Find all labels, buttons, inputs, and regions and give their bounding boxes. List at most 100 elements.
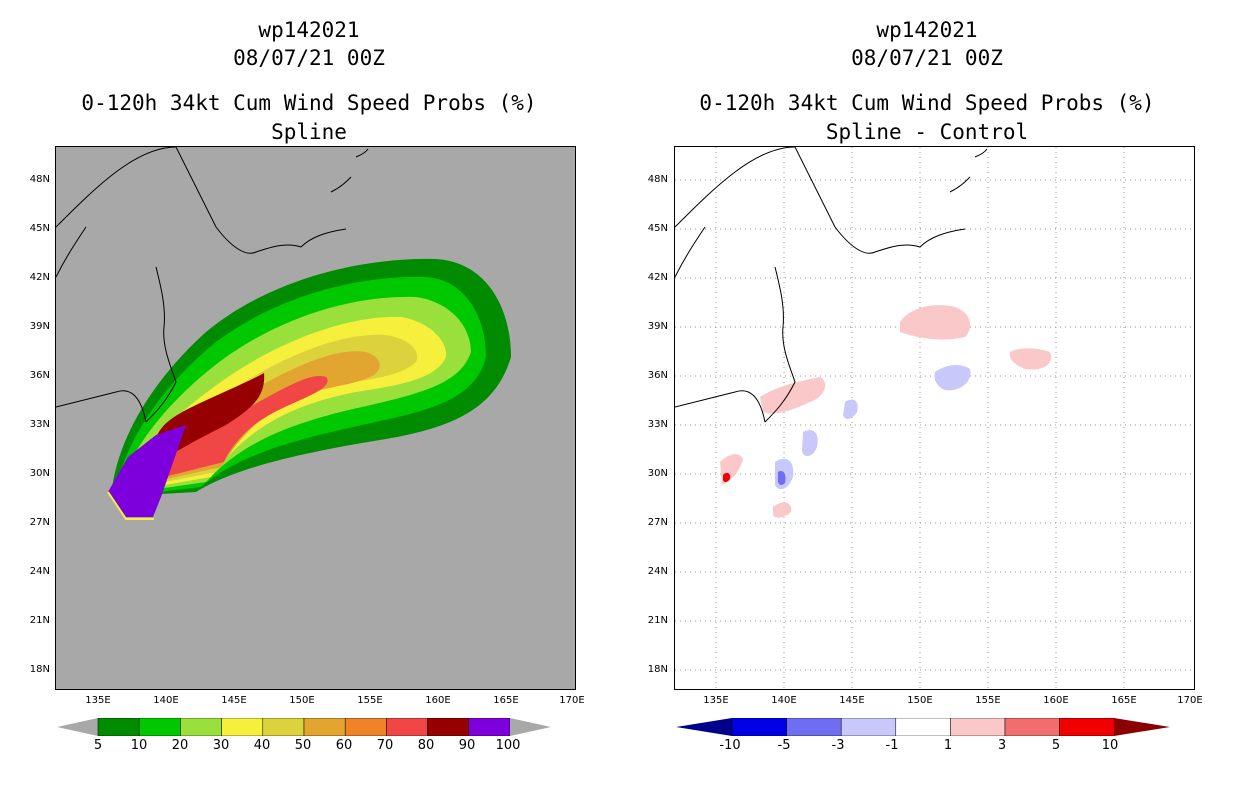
lon-label: 135E [85, 695, 111, 706]
colorbar-high-arrow [1114, 718, 1170, 736]
lon-label: 140E [771, 695, 797, 706]
colorbar-label: 60 [335, 738, 353, 753]
colorbar-label: 10 [1101, 738, 1119, 753]
product-title: 0-120h 34kt Cum Wind Speed Probs (%) [699, 91, 1155, 115]
positive-region [723, 472, 731, 482]
lon-label: 145E [839, 695, 865, 706]
colorbar-cell [386, 718, 428, 736]
colorbar-cell [303, 718, 346, 736]
colorbar-cell [1059, 718, 1115, 736]
negative-region [934, 365, 971, 391]
lon-label: 150E [289, 695, 315, 706]
band-100 [108, 425, 186, 517]
lon-label: 160E [1043, 695, 1069, 706]
lat-label: 27N [647, 517, 668, 528]
lat-label: 42N [647, 272, 668, 283]
lon-label: 155E [975, 695, 1001, 706]
lon-label: 135E [703, 695, 729, 706]
colorbar-label: 90 [458, 738, 476, 753]
positive-region [760, 377, 826, 414]
lat-label: 27N [29, 517, 50, 528]
lon-label: 165E [493, 695, 519, 706]
lon-label: 150E [907, 695, 933, 706]
colorbar-cell [180, 718, 222, 736]
coastlines [56, 147, 369, 423]
colorbar-label: 50 [294, 738, 312, 753]
colorbar-cell [344, 718, 387, 736]
colorbar-label: 100 [495, 738, 521, 753]
colorbar-cell [138, 718, 181, 736]
left-panel: wp142021 08/07/21 00Z 0-120h 34kt Cum Wi… [29, 18, 585, 753]
lat-label: 39N [647, 321, 668, 332]
lat-label: 24N [29, 566, 50, 577]
colorbar-cell [840, 718, 897, 736]
negative-region [802, 430, 818, 457]
lat-label: 39N [29, 321, 50, 332]
lat-label: 42N [29, 272, 50, 283]
storm-id: wp142021 [876, 18, 978, 42]
colorbar-label: 80 [417, 738, 435, 753]
lat-label: 36N [29, 370, 50, 381]
difference-colorbar [676, 718, 1170, 736]
lon-label: 165E [1111, 695, 1137, 706]
colorbar-cell [427, 718, 470, 736]
negative-region [843, 399, 858, 419]
storm-id: wp142021 [258, 18, 360, 42]
difference-map [674, 146, 1195, 690]
lon-label: 155E [357, 695, 383, 706]
colorbar-label: 20 [171, 738, 189, 753]
panel-subtitle: Spline [271, 120, 347, 144]
panel-subtitle: Spline - Control [825, 120, 1029, 144]
colorbar-cell [950, 718, 1006, 736]
lat-label: 30N [647, 468, 668, 479]
colorbar-cell [262, 718, 305, 736]
lat-label: 33N [29, 419, 50, 430]
negative-region [777, 471, 786, 485]
forecast-time: 08/07/21 00Z [233, 46, 385, 70]
lat-label: 48N [29, 174, 50, 185]
colorbar-low-arrow [676, 718, 732, 736]
colorbar-label: 5 [93, 738, 103, 753]
lon-label: 170E [559, 695, 585, 706]
probability-contours [107, 258, 511, 520]
colorbar-label: 10 [130, 738, 148, 753]
lon-label: 160E [425, 695, 451, 706]
colorbar-cell [97, 718, 140, 736]
lon-label: 140E [153, 695, 179, 706]
colorbar-label: -1 [885, 738, 899, 753]
colorbar-label: 1 [943, 738, 953, 753]
lon-label: 170E [1177, 695, 1203, 706]
colorbar-label: -10 [719, 738, 741, 753]
lat-label: 24N [647, 566, 668, 577]
colorbar-label: 3 [997, 738, 1007, 753]
lat-label: 21N [29, 615, 50, 626]
colorbar-label: -5 [777, 738, 791, 753]
band-70 [124, 376, 328, 487]
probability-map [55, 146, 576, 690]
lat-label: 45N [29, 223, 50, 234]
positive-region [900, 305, 971, 340]
lat-label: 18N [647, 664, 668, 675]
colorbar-cell [731, 718, 787, 736]
lat-label: 48N [647, 174, 668, 185]
colorbar-label: 30 [212, 738, 230, 753]
colorbar-cell [786, 718, 842, 736]
right-panel: wp142021 08/07/21 00Z 0-120h 34kt Cum Wi… [618, 0, 1236, 800]
lat-label: 45N [647, 223, 668, 234]
lat-label: 18N [29, 664, 50, 675]
colorbar-low-arrow [57, 718, 98, 736]
difference-contours [720, 305, 1052, 518]
grid-lines [675, 147, 1194, 689]
colorbar-cell [1004, 718, 1060, 736]
lat-label: 21N [647, 615, 668, 626]
forecast-time: 08/07/21 00Z [851, 46, 1003, 70]
colorbar-cell [468, 718, 511, 736]
lat-label: 30N [29, 468, 50, 479]
positive-region [1009, 348, 1052, 370]
lat-label: 33N [647, 419, 668, 430]
colorbar-label: 40 [253, 738, 271, 753]
colorbar-label: 5 [1051, 738, 1061, 753]
colorbar-label: -3 [831, 738, 845, 753]
hundred-outline [107, 491, 154, 520]
colorbar-cell [895, 718, 951, 736]
